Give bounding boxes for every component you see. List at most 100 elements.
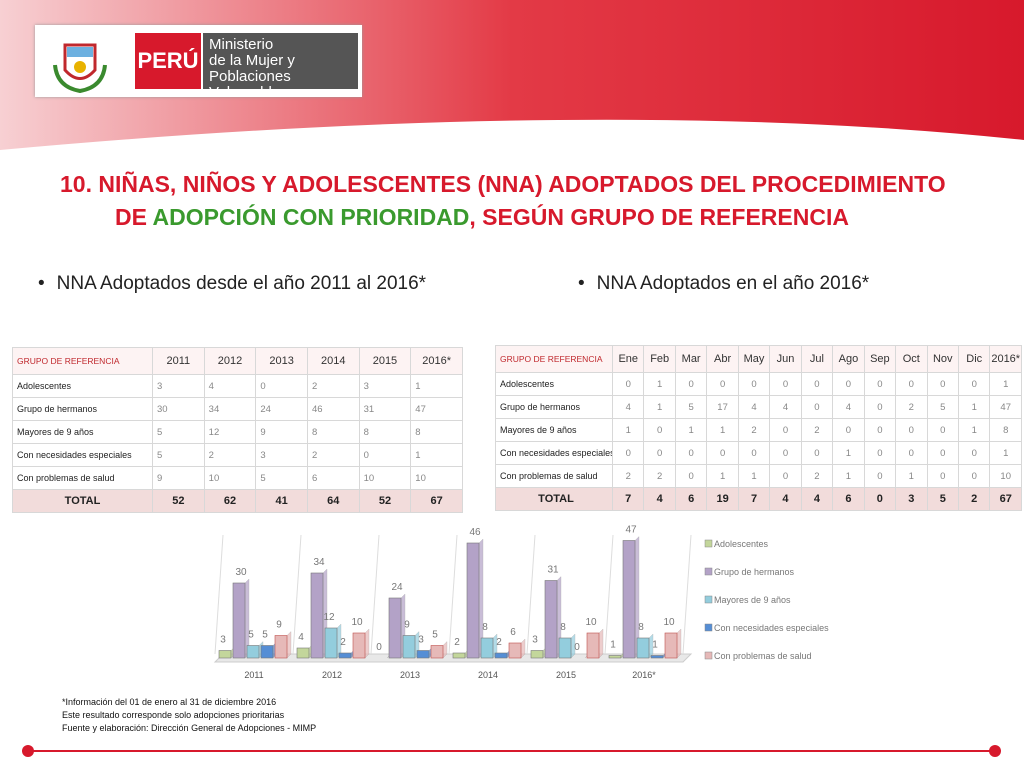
table-cell: 0 bbox=[863, 464, 897, 488]
footer-dot bbox=[989, 745, 1001, 757]
table-row: Grupo de hermanos 30 34 24 46 31 47 bbox=[12, 397, 463, 421]
table-cell: Ago bbox=[832, 345, 865, 373]
table-cell: 8 bbox=[358, 420, 412, 444]
bar bbox=[232, 582, 246, 659]
table-cell: 1 bbox=[643, 395, 676, 419]
panel-line bbox=[292, 534, 302, 655]
table-cell: 0 bbox=[895, 441, 928, 465]
table-cell: Dic bbox=[957, 345, 991, 373]
table-cell: 0 bbox=[957, 441, 991, 465]
data-label: 2 bbox=[496, 637, 502, 648]
bar bbox=[310, 572, 324, 659]
table-cell: Mayores de 9 años bbox=[12, 420, 153, 444]
table-cell: 67 bbox=[410, 489, 463, 513]
table-cell: 2016* bbox=[410, 347, 463, 375]
table-cell: Grupo de hermanos bbox=[12, 397, 153, 421]
emblem bbox=[53, 43, 107, 94]
table-cell: Con necesidades especiales bbox=[495, 441, 613, 465]
table-cell: 8 bbox=[410, 420, 463, 444]
table-cell: 0 bbox=[769, 418, 802, 442]
table-row: Adolescentes 3 4 0 2 3 1 bbox=[12, 374, 463, 398]
data-label: 9 bbox=[404, 620, 410, 631]
table-cell: 3 bbox=[895, 487, 928, 511]
table-cell: 6 bbox=[674, 487, 708, 511]
table-cell: GRUPO DE REFERENCIA bbox=[495, 345, 613, 373]
bar bbox=[296, 647, 310, 659]
data-label: 31 bbox=[547, 565, 559, 576]
table-cell: 31 bbox=[358, 397, 412, 421]
table-cell: 0 bbox=[674, 464, 708, 488]
table-cell: 1 bbox=[643, 372, 676, 396]
bar bbox=[480, 637, 494, 659]
table-row: Mayores de 9 años 5 12 9 8 8 8 bbox=[12, 420, 463, 444]
table-cell: 0 bbox=[255, 374, 308, 398]
table-cell: 2011 bbox=[152, 347, 205, 375]
table-row: Con problemas de salud 9 10 5 6 10 10 bbox=[12, 466, 463, 490]
bar bbox=[430, 645, 444, 659]
table-cell: 10 bbox=[410, 466, 463, 490]
bar bbox=[388, 597, 402, 659]
table-cell: 0 bbox=[611, 372, 645, 396]
table-cell: 5 bbox=[152, 420, 205, 444]
table-cell: 2 bbox=[737, 418, 771, 442]
table-cell: 5 bbox=[674, 395, 708, 419]
bar bbox=[636, 637, 650, 659]
table-cell: 17 bbox=[706, 395, 739, 419]
table-cell: 4 bbox=[611, 395, 645, 419]
table-cell: 7 bbox=[611, 487, 645, 511]
table-cell: 1 bbox=[611, 418, 645, 442]
table-cell: TOTAL bbox=[12, 489, 153, 513]
data-label: 1 bbox=[610, 640, 616, 651]
table-cell: 1 bbox=[989, 372, 1022, 396]
x-tick-label: 2014 bbox=[478, 670, 498, 680]
footnote: *Información del 01 de enero al 31 de di… bbox=[62, 697, 277, 707]
table-cell: 12 bbox=[203, 420, 257, 444]
table-cell: 0 bbox=[926, 441, 959, 465]
logo-line: Poblaciones Vulnerables bbox=[209, 68, 291, 101]
table-cell: 0 bbox=[863, 487, 897, 511]
table-cell: Grupo de hermanos bbox=[495, 395, 613, 419]
table-cell: 2 bbox=[203, 443, 257, 467]
panel-line bbox=[604, 534, 614, 655]
table: GRUPO DE REFERENCIA Ene Feb Mar Abr May Jun Jul… bbox=[495, 345, 1022, 511]
table-row: TOTAL 52 62 41 64 52 67 bbox=[12, 489, 463, 513]
table-cell: 4 bbox=[203, 374, 257, 398]
table-cell: 0 bbox=[957, 372, 991, 396]
table-cell: GRUPO DE REFERENCIA bbox=[12, 347, 153, 375]
table-cell: Jun bbox=[769, 345, 802, 373]
data-label: 4 bbox=[298, 632, 304, 643]
table-cell: Mar bbox=[674, 345, 708, 373]
table-cell: 8 bbox=[989, 418, 1022, 442]
table-cell: 5 bbox=[152, 443, 205, 467]
table-cell: 4 bbox=[800, 487, 834, 511]
legend-swatch bbox=[704, 651, 713, 660]
title-part: DE bbox=[115, 204, 153, 230]
table-cell: 5 bbox=[926, 395, 959, 419]
bar bbox=[530, 650, 544, 659]
table-cell: 24 bbox=[255, 397, 308, 421]
logo-line: Ministerio bbox=[209, 36, 274, 53]
table-cell: 67 bbox=[989, 487, 1022, 511]
title-highlight: ADOPCIÓN CON PRIORIDAD bbox=[152, 204, 470, 230]
table-cell: 0 bbox=[737, 372, 771, 396]
table-cell: 0 bbox=[611, 441, 645, 465]
table-cell: Mayores de 9 años bbox=[495, 418, 613, 442]
bar bbox=[494, 652, 508, 659]
table-cell: 0 bbox=[926, 418, 959, 442]
footnote: Este resultado corresponde solo adopcion… bbox=[62, 710, 285, 720]
panel-line bbox=[682, 534, 692, 655]
data-label: 10 bbox=[351, 617, 363, 628]
logo-country: PERÚ bbox=[135, 33, 201, 89]
table-cell: 0 bbox=[769, 372, 802, 396]
bar bbox=[338, 652, 352, 659]
table-cell: 0 bbox=[800, 372, 834, 396]
table-cell: 0 bbox=[800, 441, 834, 465]
table-cell: 1 bbox=[410, 374, 463, 398]
bar-side bbox=[676, 628, 682, 659]
table-cell: 4 bbox=[769, 487, 802, 511]
footer-dot bbox=[22, 745, 34, 757]
table-cell: 52 bbox=[152, 489, 205, 513]
table-cell: 34 bbox=[203, 397, 257, 421]
data-label: 10 bbox=[663, 617, 675, 628]
